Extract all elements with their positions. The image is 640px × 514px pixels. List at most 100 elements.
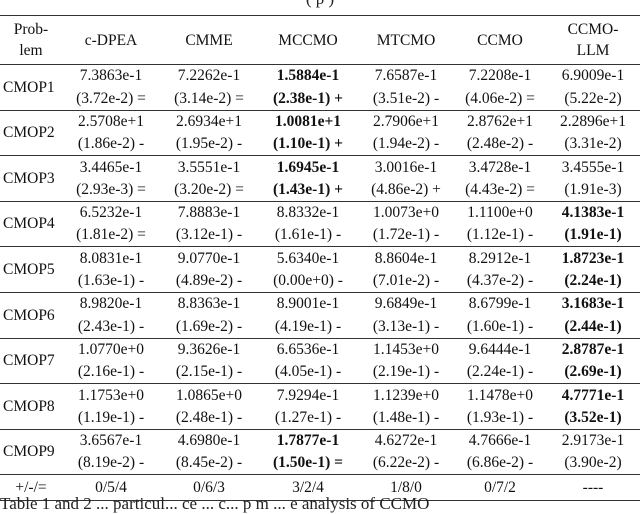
std-value-cell: (2.69e-1) — [546, 360, 640, 385]
mean-value-cell: 4.6272e-1 — [374, 432, 438, 450]
mean-value-cell: 8.2912e-1 — [468, 249, 532, 267]
mean-value-cell: 9.3626e-1 — [177, 340, 241, 358]
header-cmme: CMME — [160, 15, 258, 65]
std-value-cell: (7.01e-2) - — [358, 269, 454, 293]
mean-value-cell: 1.1239e+0 — [373, 386, 439, 404]
problem-name-cell: CMOP1 — [0, 64, 62, 111]
table-row: (2.93e-3) = (3.20e-2) = (1.43e-1) + (4.86e-… — [0, 178, 640, 202]
mean-value-cell: 2.8787e-1 — [561, 340, 625, 358]
mean-value-cell: 3.4728e-1 — [468, 158, 532, 176]
mean-value-cell: 7.9294e-1 — [276, 386, 340, 404]
problem-name-cell: CMOP7 — [0, 338, 62, 385]
std-value-cell: (2.15e-1) - — [160, 360, 258, 385]
table-row: CMOP5 8.0831e-1 9.0770e-1 5.6340e-1 8.8604e-… — [0, 246, 640, 293]
std-value-cell: (4.37e-2) - — [454, 269, 546, 293]
table-row: CMOP3 3.4465e-1 3.5551e-1 1.6945e-1 3.0016e-… — [0, 155, 640, 202]
table-row: CMOP8 1.1753e+0 1.0865e+0 7.9294e-1 1.1239e+… — [0, 383, 640, 430]
mean-value-cell: 2.9173e-1 — [561, 432, 625, 450]
std-value-cell: (3.12e-1) - — [160, 224, 258, 248]
header-row: Prob- lem c-DPEA CMME MCCMO MTCMO CCMO C… — [0, 15, 640, 65]
std-value-cell: (1.86e-2) - — [62, 132, 160, 157]
std-value-cell: (3.31e-2) — [546, 132, 640, 157]
std-value-cell: (2.48e-1) - — [160, 406, 258, 430]
table-row: (1.63e-1) - (4.89e-2) - (0.00e+0) - (7.01e-… — [0, 269, 640, 293]
std-value-cell: (1.10e-1) + — [258, 132, 358, 157]
std-value-cell: (3.14e-2) = — [160, 87, 258, 111]
std-value-cell: (4.86e-2) + — [358, 178, 454, 202]
table-caption: ( p ) — [0, 0, 640, 9]
table-row: (1.19e-1) - (2.48e-1) - (1.27e-1) - (1.48e-… — [0, 406, 640, 430]
summary-value-cell: ---- — [546, 474, 640, 502]
mean-value-cell: 8.8332e-1 — [276, 204, 340, 222]
mean-value-cell: 2.7906e+1 — [373, 112, 439, 130]
std-value-cell: (3.20e-2) = — [160, 178, 258, 202]
table-row: (3.72e-2) = (3.14e-2) = (2.38e-1) + (3.51e-… — [0, 87, 640, 111]
mean-value-cell: 7.6587e-1 — [374, 67, 438, 85]
table-row: CMOP9 3.6567e-1 4.6980e-1 1.7877e-1 4.6272e-… — [0, 429, 640, 476]
summary-value-cell: 1/8/0 — [358, 474, 454, 502]
std-value-cell: (4.43e-2) = — [454, 178, 546, 202]
header-mccmo: MCCMO — [258, 15, 358, 65]
header-ccmo-llm-line1: CCMO- — [567, 21, 619, 38]
header-problem-line2: lem — [19, 42, 43, 59]
std-value-cell: (4.06e-2) = — [454, 87, 546, 111]
mean-value-cell: 9.6444e-1 — [468, 340, 532, 358]
mean-value-cell: 1.0770e+0 — [78, 340, 144, 358]
std-value-cell: (6.86e-2) - — [454, 452, 546, 476]
mean-value-cell: 7.8883e-1 — [177, 204, 241, 222]
mean-value-cell: 2.6934e+1 — [176, 112, 242, 130]
table-row: CMOP6 8.9820e-1 8.8363e-1 8.9001e-1 9.6849e-… — [0, 292, 640, 339]
body-text: Table 1 and 2 ... particul... ce ... c..… — [0, 494, 430, 513]
std-value-cell: (1.69e-2) - — [160, 315, 258, 339]
std-value-cell: (1.72e-1) - — [358, 224, 454, 248]
mean-value-cell: 8.8604e-1 — [374, 249, 438, 267]
mean-value-cell: 7.2208e-1 — [468, 67, 532, 85]
mean-value-cell: 3.4555e-1 — [561, 158, 625, 176]
std-value-cell: (4.89e-2) - — [160, 269, 258, 293]
std-value-cell: (6.22e-2) - — [358, 452, 454, 476]
mean-value-cell: 3.5551e-1 — [177, 158, 241, 176]
summary-value-cell: 0/7/2 — [454, 474, 546, 502]
problem-name-cell: CMOP3 — [0, 155, 62, 202]
summary-label: +/-/= — [0, 474, 62, 502]
std-value-cell: (1.94e-2) - — [358, 132, 454, 157]
std-value-cell: (3.51e-2) - — [358, 87, 454, 111]
mean-value-cell: 4.6980e-1 — [177, 432, 241, 450]
problem-name-cell: CMOP5 — [0, 246, 62, 293]
mean-value-cell: 1.7877e-1 — [276, 432, 340, 450]
mean-value-cell: 1.1453e+0 — [373, 340, 439, 358]
mean-value-cell: 1.1478e+0 — [467, 386, 533, 404]
mean-value-cell: 3.1683e-1 — [561, 295, 625, 313]
table-body: CMOP1 7.3863e-1 7.2262e-1 1.5884e-1 7.6587e-… — [0, 64, 640, 502]
std-value-cell: (8.19e-2) - — [62, 452, 160, 476]
problem-name-cell: CMOP2 — [0, 110, 62, 157]
std-value-cell: (1.43e-1) + — [258, 178, 358, 202]
problem-name-cell: CMOP9 — [0, 429, 62, 476]
summary-value-cell: 0/5/4 — [62, 474, 160, 502]
mean-value-cell: 7.2262e-1 — [177, 67, 241, 85]
header-c-dpea: c-DPEA — [62, 15, 160, 65]
problem-name-cell: CMOP8 — [0, 383, 62, 430]
std-value-cell: (2.93e-3) = — [62, 178, 160, 202]
header-problem-line1: Prob- — [13, 21, 49, 38]
header-ccmo: CCMO — [454, 15, 546, 65]
mean-value-cell: 2.2896e+1 — [560, 112, 626, 130]
std-value-cell: (2.19e-1) - — [358, 360, 454, 385]
mean-value-cell: 6.5232e-1 — [79, 204, 143, 222]
mean-value-cell: 4.7666e-1 — [468, 432, 532, 450]
table-row: CMOP1 7.3863e-1 7.2262e-1 1.5884e-1 7.6587e-… — [0, 64, 640, 111]
header-problem: Prob- lem — [0, 15, 62, 65]
mean-value-cell: 7.3863e-1 — [79, 67, 143, 85]
std-value-cell: (1.81e-2) = — [62, 224, 160, 248]
mean-value-cell: 4.7771e-1 — [561, 386, 625, 404]
header-mtcmo: MTCMO — [358, 15, 454, 65]
std-value-cell: (1.60e-1) - — [454, 315, 546, 339]
std-value-cell: (5.22e-2) — [546, 87, 640, 111]
mean-value-cell: 9.0770e-1 — [177, 249, 241, 267]
std-value-cell: (3.90e-2) — [546, 452, 640, 476]
std-value-cell: (2.43e-1) - — [62, 315, 160, 339]
std-value-cell: (1.95e-2) - — [160, 132, 258, 157]
std-value-cell: (3.72e-2) = — [62, 87, 160, 111]
mean-value-cell: 2.5708e+1 — [78, 112, 144, 130]
mean-value-cell: 2.8762e+1 — [467, 112, 533, 130]
